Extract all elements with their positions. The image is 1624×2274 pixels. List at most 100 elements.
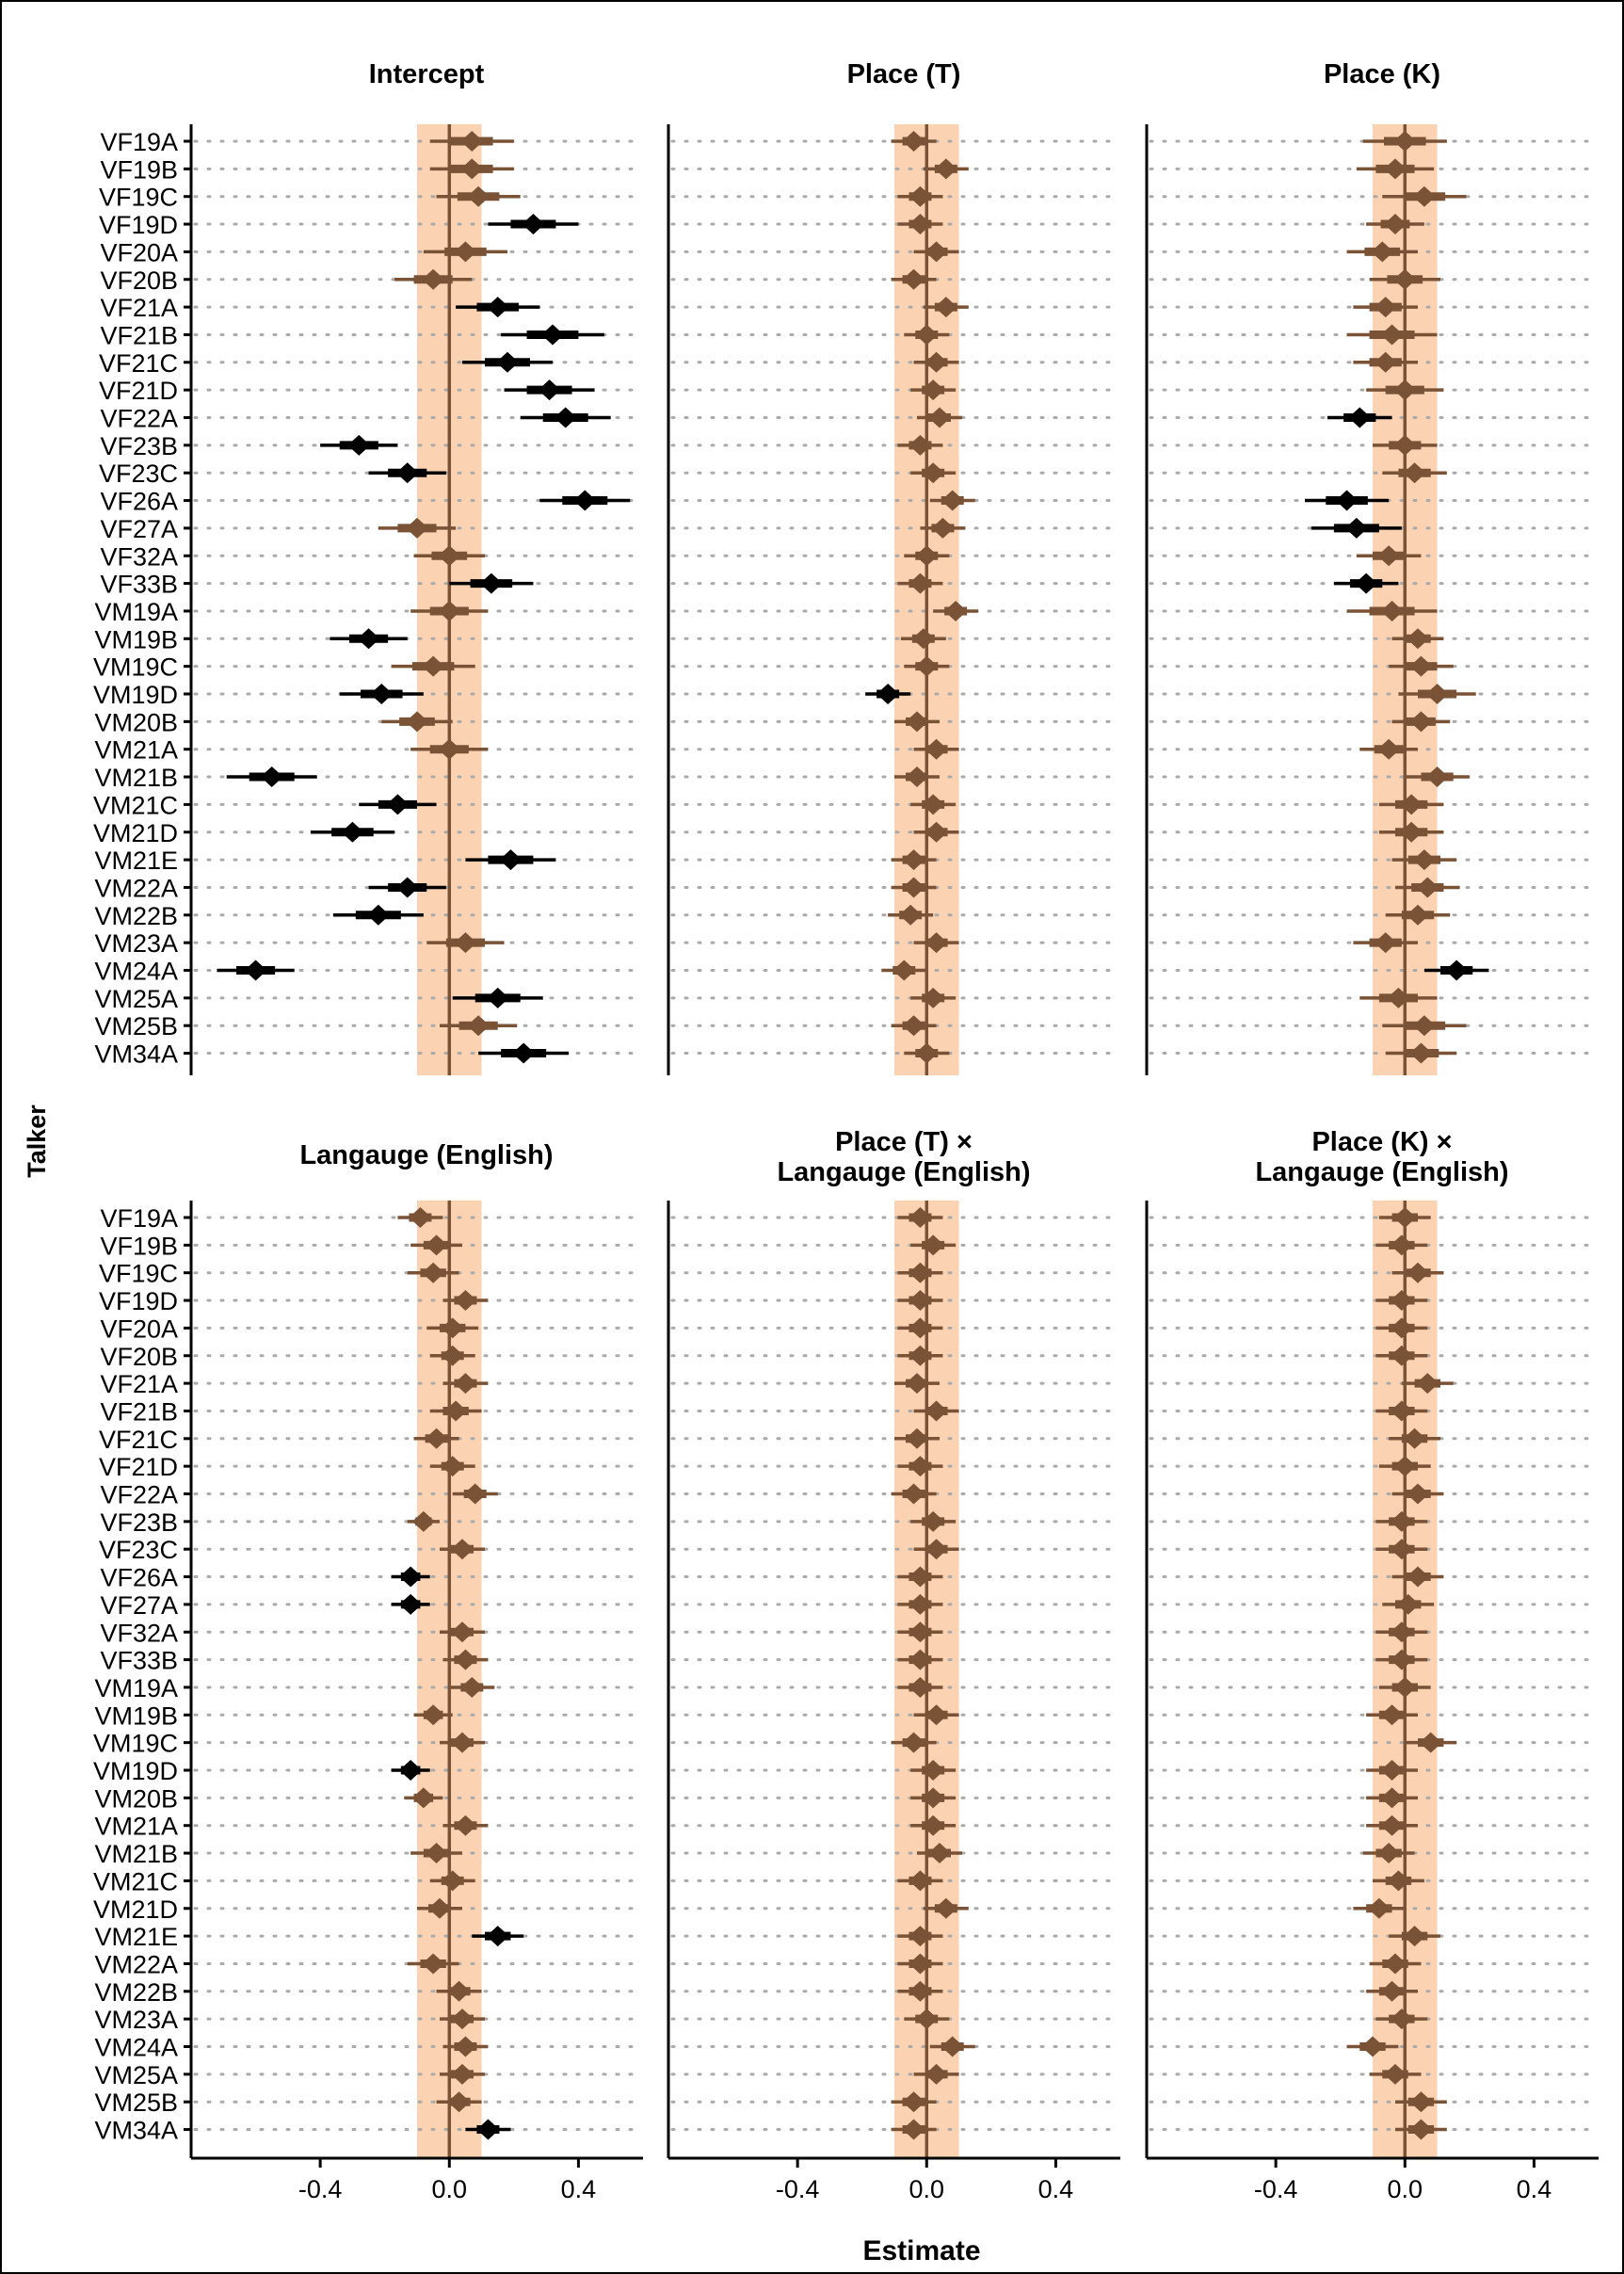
talker-label: VM19A [94, 598, 178, 626]
point-estimate [422, 268, 445, 290]
point-estimate [902, 131, 925, 152]
point-estimate [915, 545, 939, 567]
talker-label: VF23B [100, 432, 178, 460]
point-estimate [341, 821, 364, 843]
point-estimate [1390, 1539, 1413, 1560]
point-estimate [922, 1787, 945, 1809]
point-estimate [934, 297, 957, 318]
point-estimate [1387, 987, 1410, 1008]
talker-label: VF33B [100, 571, 178, 599]
point-estimate [906, 711, 928, 733]
point-estimate [915, 655, 939, 677]
point-estimate [454, 241, 477, 263]
point-estimate [1380, 324, 1404, 346]
talker-label: VM21C [93, 791, 178, 819]
point-estimate [902, 1732, 925, 1753]
point-estimate [1390, 1400, 1413, 1422]
point-estimate [1384, 2063, 1407, 2085]
talker-label: VM20B [94, 708, 178, 736]
point-estimate [1425, 684, 1449, 704]
point-estimate [1361, 2036, 1384, 2057]
talker-label: VM21E [94, 847, 178, 875]
point-estimate [460, 131, 484, 152]
point-estimate [892, 960, 916, 981]
point-estimate [1403, 462, 1426, 484]
x-axis-label: Estimate [862, 2235, 980, 2266]
talker-label: VM22A [94, 874, 178, 902]
point-estimate [1393, 1676, 1417, 1698]
panel-2: Place (K) [1145, 59, 1600, 1075]
point-estimate [441, 1317, 464, 1339]
point-estimate [908, 1593, 932, 1615]
talker-label: VF21A [100, 1370, 178, 1398]
point-estimate [347, 434, 371, 456]
point-estimate [908, 434, 932, 456]
point-estimate [444, 1400, 468, 1422]
point-estimate [1409, 655, 1433, 677]
point-estimate [908, 1676, 932, 1698]
talker-label: VF19B [100, 1232, 178, 1260]
talker-label: VF19D [99, 1287, 178, 1315]
point-estimate [925, 821, 948, 843]
talker-label: VF22A [100, 1481, 178, 1509]
x-tick-label: -0.4 [298, 2175, 343, 2203]
point-estimate [460, 1676, 484, 1698]
point-estimate [1419, 1732, 1442, 1753]
panel-title: Langauge (English) [299, 1140, 553, 1170]
point-estimate [1384, 214, 1407, 235]
point-estimate [496, 351, 519, 373]
point-estimate [406, 517, 428, 539]
point-estimate [451, 2063, 474, 2085]
point-estimate [911, 628, 935, 650]
point-estimate [573, 490, 597, 511]
point-estimate [908, 1980, 932, 2002]
talker-label: VF23C [99, 460, 178, 488]
point-estimate [908, 1870, 932, 1892]
point-estimate [409, 1207, 432, 1228]
point-estimate [922, 794, 945, 815]
point-estimate [908, 185, 932, 207]
talker-label: VF21D [99, 377, 178, 405]
point-estimate [925, 1400, 948, 1422]
point-estimate [499, 849, 523, 871]
point-estimate [925, 351, 948, 373]
point-estimate [1416, 877, 1439, 898]
talker-label: VF21C [99, 349, 178, 378]
point-estimate [1390, 1345, 1413, 1366]
point-estimate [908, 1649, 932, 1670]
point-estimate [922, 1760, 945, 1781]
talker-label: VM19D [93, 1757, 178, 1785]
point-estimate [925, 1704, 948, 1726]
point-estimate [486, 1926, 509, 1947]
point-estimate [922, 987, 945, 1008]
point-estimate [1400, 794, 1423, 815]
x-tick-label: 0.0 [432, 2175, 468, 2203]
panel-title: Place (K) × [1311, 1127, 1452, 1157]
point-estimate [922, 1510, 945, 1532]
point-estimate [1393, 268, 1417, 290]
point-estimate [467, 1015, 490, 1037]
point-estimate [1409, 2091, 1433, 2113]
point-estimate [908, 1207, 932, 1228]
panel-title: Place (T) × [835, 1127, 973, 1157]
point-estimate [460, 158, 484, 180]
talker-label: VM25A [94, 2061, 178, 2089]
talker-label: VF32A [100, 1619, 178, 1647]
point-estimate [908, 573, 932, 594]
point-estimate [1377, 545, 1401, 567]
talker-label: VF20B [100, 266, 178, 295]
point-estimate [902, 2119, 925, 2140]
panel-0: InterceptVF19AVF19BVF19CVF19DVF20AVF20BV… [93, 59, 645, 1075]
point-estimate [908, 1953, 932, 1975]
point-estimate [399, 1593, 423, 1615]
point-estimate [1374, 297, 1397, 318]
point-estimate [915, 1042, 939, 1064]
talker-label: VM21D [93, 819, 178, 847]
point-estimate [357, 628, 380, 650]
talker-label: VM22B [94, 902, 178, 930]
point-estimate [406, 711, 428, 733]
point-estimate [922, 379, 945, 401]
point-estimate [260, 766, 283, 788]
talker-label: VM21C [93, 1867, 178, 1895]
talker-label: VF27A [100, 1591, 178, 1620]
